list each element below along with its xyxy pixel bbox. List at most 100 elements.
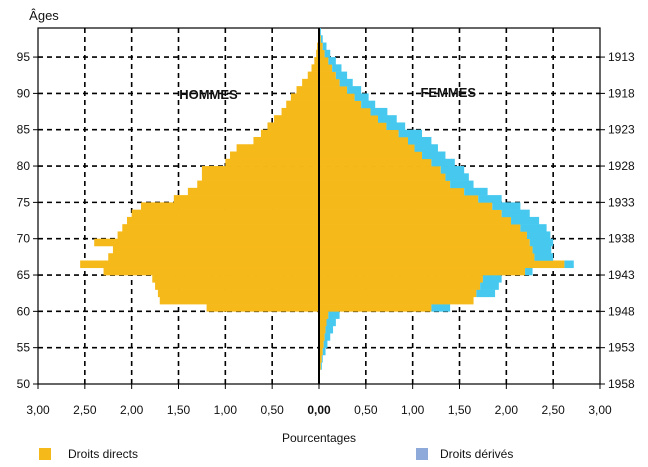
bar-hommes-droits-directs <box>160 297 319 305</box>
bar-femmes-droits-derives <box>332 64 341 72</box>
x-tick-label: 1,00 <box>214 403 238 417</box>
bar-femmes-droits-derives <box>328 57 335 65</box>
bar-femmes-droits-directs <box>319 246 533 254</box>
x-tick-label: 3,00 <box>26 403 50 417</box>
bar-femmes-droits-directs <box>319 159 431 167</box>
bar-femmes-droits-directs <box>319 195 478 203</box>
bar-femmes-droits-derives <box>415 144 438 152</box>
bar-femmes-droits-directs <box>319 268 525 276</box>
femmes-label: FEMMES <box>420 85 476 100</box>
bar-femmes-droits-derives <box>502 210 530 218</box>
bar-femmes-droits-directs <box>319 137 408 145</box>
bar-femmes-droits-derives <box>361 101 375 109</box>
bar-femmes-droits-directs <box>319 319 326 327</box>
bar-hommes-droits-directs <box>113 246 319 254</box>
bar-femmes-droits-directs <box>319 152 422 160</box>
bar-femmes-droits-derives <box>321 362 322 370</box>
age-tick-label: 50 <box>17 377 31 391</box>
birth-year-tick-label: 1958 <box>608 377 635 391</box>
bar-femmes-droits-directs <box>319 297 474 305</box>
bar-femmes-droits-directs <box>319 144 415 152</box>
birth-year-tick-label: 1938 <box>608 232 635 246</box>
bar-femmes-droits-directs <box>319 130 399 138</box>
x-tick-label: 3,00 <box>588 403 612 417</box>
age-tick-label: 80 <box>17 159 31 173</box>
bar-femmes-droits-derives <box>511 217 539 225</box>
bar-hommes-droits-directs <box>202 173 319 181</box>
bar-femmes-droits-derives <box>431 304 450 312</box>
bar-femmes-droits-derives <box>464 188 487 196</box>
legend-swatch-droits-derives <box>416 448 428 460</box>
bar-hommes-droits-directs <box>152 275 319 283</box>
age-tick-label: 85 <box>17 123 31 137</box>
bar-femmes-droits-derives <box>480 282 499 290</box>
bar-hommes-droits-directs <box>297 86 319 94</box>
bar-femmes-droits-derives <box>527 231 550 239</box>
bar-hommes-droits-directs <box>286 101 319 109</box>
bar-femmes-droits-derives <box>476 290 495 298</box>
bar-femmes-droits-directs <box>319 290 476 298</box>
bar-hommes-droits-directs <box>197 181 319 189</box>
bar-femmes-droits-derives <box>326 326 333 334</box>
bar-femmes-droits-directs <box>319 282 480 290</box>
bar-hommes-droits-directs <box>174 195 319 203</box>
bar-femmes-droits-derives <box>340 79 353 87</box>
bar-femmes-droits-derives <box>378 115 397 123</box>
bar-femmes-droits-directs <box>319 181 450 189</box>
bar-femmes-droits-directs <box>319 210 502 218</box>
bar-hommes-droits-directs <box>141 202 319 210</box>
bar-hommes-droits-directs <box>230 152 319 160</box>
bar-femmes-droits-derives <box>326 319 335 327</box>
bar-hommes-droits-directs <box>253 137 319 145</box>
bar-femmes-droits-derives <box>323 43 327 51</box>
bar-femmes-droits-derives <box>525 268 532 276</box>
bar-femmes-droits-derives <box>564 260 573 268</box>
bar-hommes-droits-directs <box>267 122 319 130</box>
bar-hommes-droits-directs <box>274 115 319 123</box>
bar-femmes-droits-derives <box>492 202 520 210</box>
bar-femmes-droits-derives <box>399 130 422 138</box>
age-tick-label: 70 <box>17 232 31 246</box>
x-tick-label: 2,50 <box>541 403 565 417</box>
x-tick-label: 0,50 <box>260 403 284 417</box>
legend-swatch-droits-directs <box>39 448 51 460</box>
bar-femmes-droits-directs <box>319 108 371 116</box>
bar-femmes-droits-directs <box>319 217 511 225</box>
bar-femmes-droits-derives <box>478 195 501 203</box>
bar-femmes-droits-derives <box>325 50 331 58</box>
x-tick-label: 2,00 <box>495 403 519 417</box>
bar-hommes-droits-directs <box>80 260 319 268</box>
bar-hommes-droits-directs <box>132 210 319 218</box>
bar-femmes-droits-derives <box>533 246 552 254</box>
bar-hommes-droits-directs <box>282 108 319 116</box>
bar-femmes-droits-directs <box>319 122 386 130</box>
bar-femmes-droits-derives <box>321 35 323 43</box>
bar-femmes-droits-directs <box>319 253 534 261</box>
bar-femmes-droits-derives <box>450 181 473 189</box>
x-tick-label: 2,50 <box>73 403 97 417</box>
bar-hommes-droits-directs <box>225 159 319 167</box>
bar-hommes-droits-directs <box>202 166 319 174</box>
age-tick-label: 60 <box>17 304 31 318</box>
bar-femmes-droits-directs <box>319 304 431 312</box>
birth-year-tick-label: 1928 <box>608 159 635 173</box>
bar-hommes-droits-directs <box>302 79 319 87</box>
legend-label-droits-derives: Droits dérivés <box>440 447 513 461</box>
bar-hommes-droits-directs <box>207 304 319 312</box>
bar-femmes-droits-derives <box>336 72 347 80</box>
bar-femmes-droits-directs <box>319 188 464 196</box>
bar-femmes-droits-directs <box>319 260 564 268</box>
bar-femmes-droits-derives <box>534 253 553 261</box>
bar-hommes-droits-directs <box>127 217 319 225</box>
bar-hommes-droits-directs <box>261 130 319 138</box>
bar-hommes-droits-directs <box>308 72 319 80</box>
bar-femmes-droits-directs <box>319 57 328 65</box>
age-tick-label: 95 <box>17 50 31 64</box>
bar-femmes-droits-directs <box>319 173 445 181</box>
bar-femmes-droits-derives <box>530 239 553 247</box>
bar-femmes-droits-directs <box>319 93 355 101</box>
x-tick-label: 2,00 <box>120 403 144 417</box>
bar-femmes-droits-directs <box>319 166 441 174</box>
birth-year-tick-label: 1923 <box>608 123 635 137</box>
